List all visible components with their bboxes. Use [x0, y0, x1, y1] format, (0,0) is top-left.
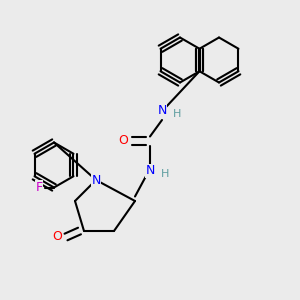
Text: O: O — [52, 230, 62, 244]
Text: H: H — [161, 169, 169, 179]
Text: N: N — [145, 164, 155, 178]
Text: F: F — [35, 181, 43, 194]
Text: N: N — [91, 173, 101, 187]
Text: N: N — [157, 104, 167, 118]
Text: H: H — [173, 109, 181, 119]
Text: O: O — [118, 134, 128, 148]
